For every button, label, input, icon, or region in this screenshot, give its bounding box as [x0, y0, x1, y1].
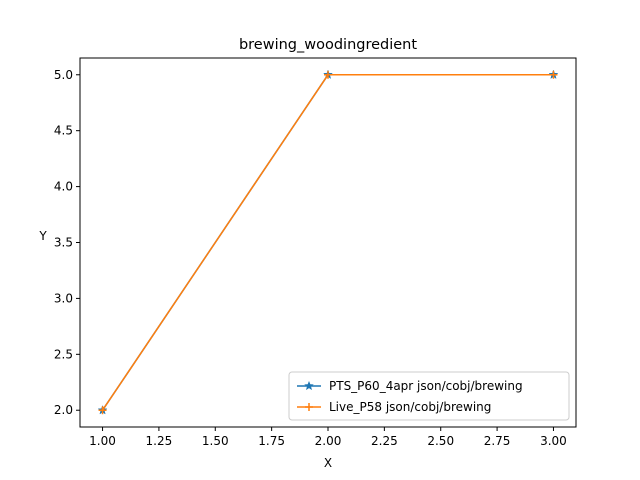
y-tick-label: 5.0 [54, 68, 73, 82]
y-tick-label: 4.0 [54, 180, 73, 194]
legend-marker [305, 403, 313, 411]
x-tick-label: 2.50 [427, 434, 454, 448]
legend-marker [304, 380, 314, 391]
y-axis: 2.0 2.5 3.0 3.5 4.0 4.5 5.0 [54, 68, 80, 417]
chart-title: brewing_woodingredient [239, 37, 417, 53]
series-2 [98, 70, 558, 415]
y-axis-label: Y [38, 229, 47, 243]
y-tick-label: 2.0 [54, 403, 73, 417]
legend-label: Live_P58 json/cobj/brewing [329, 400, 491, 414]
data-point [549, 70, 558, 79]
series-1 [97, 69, 559, 415]
legend-entry: Live_P58 json/cobj/brewing [297, 400, 491, 414]
x-axis-label: X [324, 456, 332, 470]
x-tick-label: 1.00 [89, 434, 116, 448]
legend-label: PTS_P60_4apr json/cobj/brewing [329, 379, 523, 393]
series-line [101, 74, 554, 411]
x-tick-label: 1.25 [146, 434, 173, 448]
x-tick-label: 2.25 [371, 434, 398, 448]
data-point [324, 70, 332, 79]
data-point [98, 406, 107, 415]
y-tick-label: 4.5 [54, 124, 73, 138]
x-tick-label: 2.75 [484, 434, 511, 448]
x-tick-label: 3.00 [540, 434, 567, 448]
y-tick-label: 3.5 [54, 236, 73, 250]
x-tick-label: 1.50 [202, 434, 229, 448]
legend-entry: PTS_P60_4apr json/cobj/brewing [297, 379, 523, 393]
x-tick-label: 1.75 [258, 434, 285, 448]
y-tick-label: 3.0 [54, 291, 73, 305]
plot-area [97, 69, 559, 415]
x-tick-label: 2.00 [315, 434, 342, 448]
y-tick-label: 2.5 [54, 347, 73, 361]
series-line [101, 74, 554, 411]
x-axis: 1.00 1.25 1.50 1.75 2.00 2.25 2.50 2.75 3.00 [89, 427, 567, 448]
legend-box [288, 371, 570, 421]
legend: PTS_P60_4apr json/cobj/brewing Live_P58 j… [288, 371, 570, 421]
